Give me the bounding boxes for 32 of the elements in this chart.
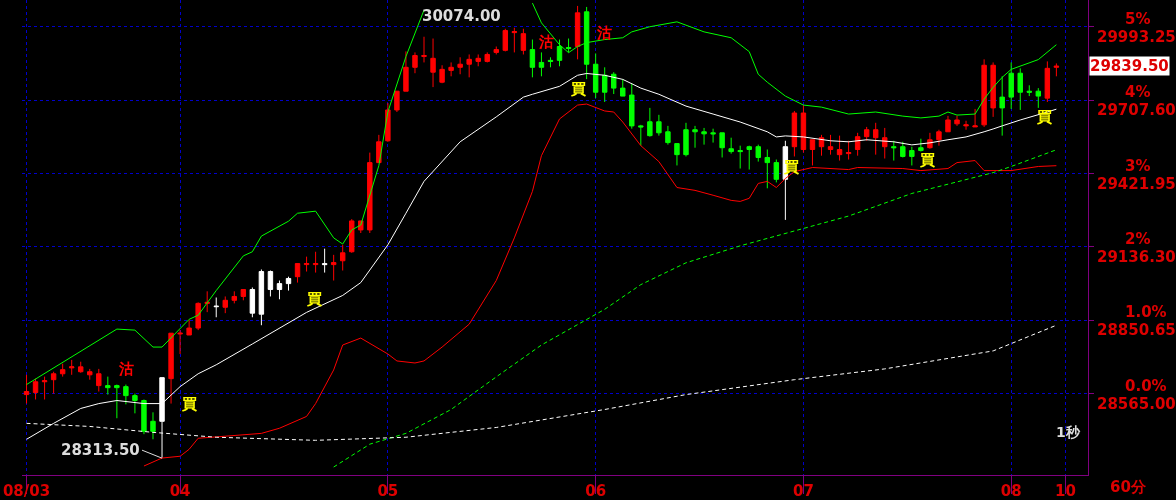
annotation: 30074.00 (422, 7, 501, 25)
annotation: 沽 (118, 360, 134, 378)
y2-tick-label: 0.0% (1125, 376, 1167, 395)
y2-tick-label: 5% (1125, 9, 1151, 28)
annotation: 買 (1036, 108, 1052, 126)
x-tick-label: 08 (1000, 482, 1022, 500)
x-tick-label: 08/03 (2, 482, 51, 500)
annotation: 沽 (596, 24, 612, 42)
y2-tick-label: 3% (1125, 156, 1151, 175)
y-tick-label: 29136.30 (1097, 248, 1176, 267)
annotation: 1秒 (1056, 424, 1081, 440)
y2-tick-label: 1.0% (1125, 303, 1167, 322)
x-tick-label: 10 (1054, 482, 1076, 500)
text: 29839.50 (1090, 57, 1169, 75)
annotation: 28313.50 (61, 441, 140, 459)
x-tick-label: 04 (169, 482, 191, 500)
x-axis-title: 60分 (1110, 478, 1147, 496)
x-tick-label: 06 (585, 482, 607, 500)
annotation: 買 (306, 290, 322, 308)
y-tick-label: 29707.60 (1097, 101, 1176, 120)
y-tick-label: 29993.25 (1097, 27, 1176, 46)
annotation: 買 (181, 395, 197, 413)
y-tick-label: 28565.00 (1097, 394, 1176, 413)
y-tick-label: 29421.95 (1097, 174, 1176, 193)
y-tick-label: 28850.65 (1097, 321, 1176, 340)
x-tick-label: 07 (792, 482, 814, 500)
annotation: 買 (919, 151, 935, 169)
x-tick-label: 05 (377, 482, 399, 500)
y2-tick-label: 2% (1125, 230, 1151, 249)
y2-tick-label: 4% (1125, 83, 1151, 102)
annotation: 沽 (538, 33, 554, 51)
annotation: 買 (570, 80, 586, 98)
